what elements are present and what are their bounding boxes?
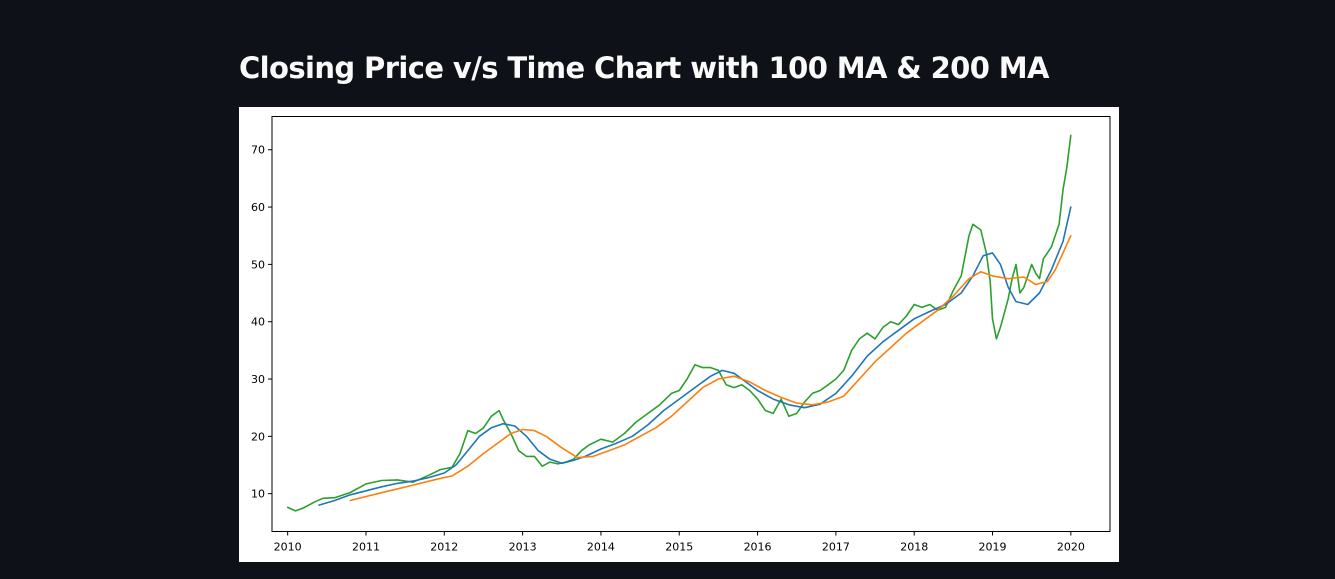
chart-figure: 10 20 30 40 50 60 70 2010 2011 2012 2013 2014 2015 2…: [239, 107, 1119, 562]
x-tick-label: 2010: [274, 541, 302, 554]
y-tick-label: 70: [251, 144, 265, 157]
y-tick-label: 20: [251, 430, 265, 443]
figure-background: [239, 107, 1119, 562]
y-tick-label: 40: [251, 316, 265, 329]
x-tick-label: 2015: [665, 541, 693, 554]
y-tick-label: 30: [251, 373, 265, 386]
series-layer: [286, 134, 1072, 512]
series-line-3: [349, 234, 1072, 502]
x-tick-label: 2019: [979, 541, 1007, 554]
y-tick-label: 60: [251, 201, 265, 214]
page-title: Closing Price v/s Time Chart with 100 MA…: [239, 51, 1050, 85]
series-line-2: [318, 206, 1072, 506]
x-tick-label: 2014: [587, 541, 615, 554]
x-tick-label: 2013: [509, 541, 537, 554]
plot-frame: [271, 116, 1111, 532]
x-tick-label: 2018: [900, 541, 928, 554]
series-line-1: [286, 134, 1072, 512]
y-tick-label: 10: [251, 488, 265, 501]
x-axis: 2010 2011 2012 2013 2014 2015 2016 2017 2018 2019…: [274, 531, 1085, 554]
x-tick-label: 2017: [822, 541, 850, 554]
y-tick-label: 50: [251, 258, 265, 271]
x-tick-label: 2016: [744, 541, 772, 554]
x-tick-label: 2012: [430, 541, 458, 554]
x-tick-label: 2020: [1057, 541, 1085, 554]
x-tick-label: 2011: [352, 541, 380, 554]
y-axis: 10 20 30 40 50 60 70: [251, 144, 272, 501]
